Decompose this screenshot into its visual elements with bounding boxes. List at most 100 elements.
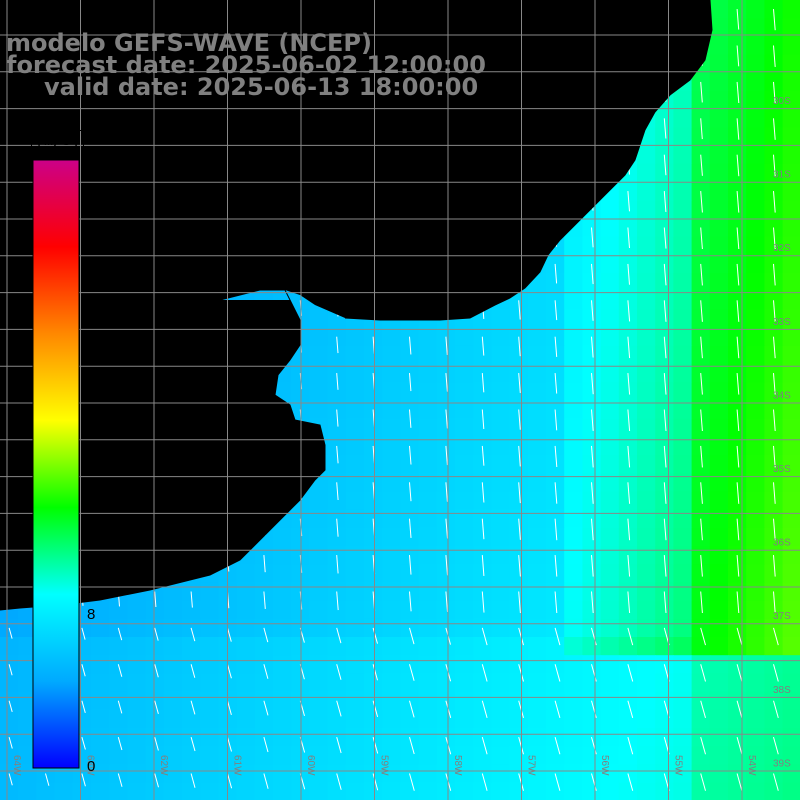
field-cell <box>109 673 128 693</box>
field-cell <box>600 455 620 474</box>
wind-arrow <box>409 627 415 645</box>
field-cell <box>782 91 800 110</box>
field-cell <box>709 291 729 310</box>
field-cell <box>473 527 492 547</box>
field-cell <box>637 618 656 638</box>
wind-arrow <box>8 773 13 786</box>
field-cell <box>673 782 693 800</box>
longitude-label: 54W <box>746 755 757 776</box>
field-cell <box>309 564 329 583</box>
wind-arrow <box>627 227 630 249</box>
wind-arrow <box>627 736 634 755</box>
field-cell <box>637 600 656 620</box>
field-cell <box>200 673 219 693</box>
land-mask <box>0 0 712 610</box>
wind-arrow <box>700 409 703 432</box>
wind-arrow <box>372 700 379 718</box>
field-cell <box>764 527 784 547</box>
wind-arrow <box>773 154 776 177</box>
field-cell <box>527 455 547 474</box>
field-cell <box>746 236 765 256</box>
wind-arrow <box>8 736 13 749</box>
field-cell <box>673 455 693 474</box>
field-cell <box>728 455 747 474</box>
field-cell <box>527 764 547 784</box>
field-cell <box>546 345 565 365</box>
field-cell <box>400 527 420 547</box>
wind-arrow <box>700 191 703 213</box>
field-cell <box>200 709 219 729</box>
field-cell <box>491 655 511 674</box>
wind-arrow <box>554 627 561 646</box>
field-cell <box>418 436 438 456</box>
wind-arrow <box>336 664 342 680</box>
field-cell <box>564 564 583 583</box>
field-cell <box>709 182 729 201</box>
field-cell <box>455 509 474 529</box>
field-cell <box>418 746 438 765</box>
field-cell <box>455 728 474 747</box>
field-cell <box>491 436 511 456</box>
border-river <box>214 49 586 241</box>
field-cell <box>782 127 800 147</box>
field-cell <box>491 709 511 729</box>
wind-arrow <box>336 700 342 717</box>
wind-arrow <box>154 627 159 641</box>
field-cell <box>709 491 729 511</box>
wind-arrow <box>554 664 561 682</box>
field-cell <box>728 637 747 656</box>
field-cell <box>145 709 165 729</box>
field-cell <box>91 746 110 765</box>
wind-arrow <box>736 409 740 432</box>
field-cell <box>418 782 438 800</box>
field-cell <box>491 546 511 565</box>
field-cell <box>728 54 747 74</box>
field-cell <box>655 382 674 401</box>
field-cell <box>200 637 219 656</box>
field-cell <box>782 72 800 92</box>
wind-arrow <box>591 409 594 431</box>
field-cell <box>782 200 800 219</box>
field-cell <box>309 527 329 547</box>
field-cell <box>491 582 511 602</box>
wind-arrow <box>481 773 488 791</box>
field-cell <box>637 564 656 583</box>
field-cell <box>546 600 565 620</box>
field-cell <box>254 637 274 656</box>
field-cell <box>527 309 547 329</box>
field-cell <box>473 600 492 620</box>
field-cell <box>709 709 729 729</box>
field-cell <box>637 709 656 729</box>
field-cell <box>764 673 784 693</box>
field-cell <box>600 618 620 638</box>
field-cell <box>782 746 800 765</box>
field-cell <box>436 491 456 511</box>
field-cell <box>473 709 492 729</box>
field-cell <box>473 637 492 656</box>
field-cell <box>436 782 456 800</box>
field-cell <box>91 709 110 729</box>
field-cell <box>782 182 800 201</box>
wind-arrow <box>372 773 379 791</box>
field-cell <box>309 764 329 784</box>
field-cell <box>327 455 347 474</box>
field-cell <box>637 527 656 547</box>
field-cell <box>236 764 256 784</box>
field-cell <box>473 782 492 800</box>
field-cell <box>182 637 201 656</box>
longitude-labels: 64W 63W 62W 61W 60W 59W 58W 57W 56W 55W 54W <box>11 755 757 776</box>
field-cell <box>491 728 511 747</box>
field-cell <box>709 218 729 238</box>
field-cell <box>527 637 547 656</box>
field-cell <box>673 709 693 729</box>
field-cell <box>673 127 693 147</box>
field-cell <box>782 327 800 347</box>
wind-arrow <box>736 627 743 646</box>
field-cell <box>691 163 711 183</box>
field-cell <box>691 127 711 147</box>
field-cell <box>655 163 674 183</box>
field-cell <box>673 618 693 638</box>
field-cell <box>655 345 674 365</box>
wind-arrow <box>627 409 631 432</box>
field-cell <box>600 218 620 238</box>
